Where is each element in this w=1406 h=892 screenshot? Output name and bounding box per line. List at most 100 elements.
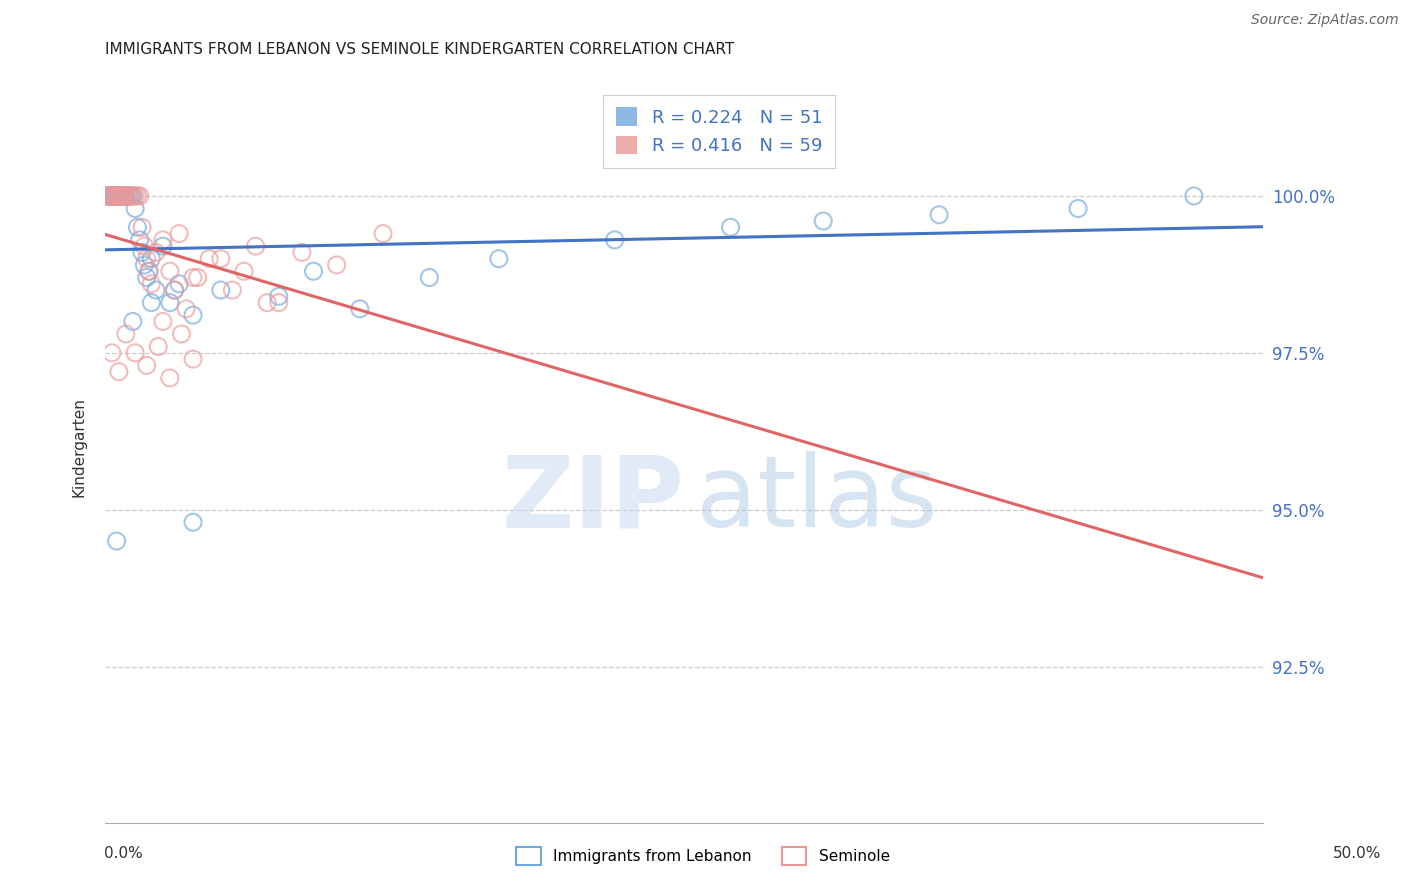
Point — [167, 277, 190, 291]
Point — [97, 189, 120, 203]
Point — [813, 214, 835, 228]
Point — [325, 258, 347, 272]
Point — [371, 227, 394, 241]
Point — [135, 270, 157, 285]
Point — [720, 220, 742, 235]
Point — [1182, 189, 1205, 203]
Point — [167, 227, 190, 241]
Point — [148, 340, 170, 354]
Point — [124, 202, 146, 216]
Point — [108, 189, 131, 203]
Text: 0.0%: 0.0% — [104, 847, 143, 861]
Point — [131, 245, 153, 260]
Point — [100, 189, 122, 203]
Point — [101, 189, 124, 203]
Point — [134, 239, 156, 253]
Point — [141, 277, 163, 291]
Point — [127, 189, 149, 203]
Point — [111, 189, 134, 203]
Point — [159, 264, 181, 278]
Point — [181, 352, 204, 367]
Point — [209, 283, 232, 297]
Point — [115, 189, 138, 203]
Point — [181, 515, 204, 529]
Text: 50.0%: 50.0% — [1333, 847, 1381, 861]
Point — [170, 326, 193, 341]
Point — [103, 189, 125, 203]
Point — [603, 233, 626, 247]
Point — [233, 264, 256, 278]
Point — [117, 189, 139, 203]
Point — [128, 189, 150, 203]
Point — [221, 283, 243, 297]
Point — [121, 189, 143, 203]
Text: ZIP: ZIP — [502, 451, 685, 549]
Point — [121, 189, 143, 203]
Y-axis label: Kindergarten: Kindergarten — [72, 397, 86, 497]
Point — [108, 189, 131, 203]
Point — [112, 189, 135, 203]
Point — [94, 189, 117, 203]
Point — [128, 233, 150, 247]
Point — [100, 189, 122, 203]
Point — [108, 189, 131, 203]
Point — [107, 189, 129, 203]
Point — [291, 245, 314, 260]
Point — [105, 189, 128, 203]
Point — [98, 189, 121, 203]
Text: IMMIGRANTS FROM LEBANON VS SEMINOLE KINDERGARTEN CORRELATION CHART: IMMIGRANTS FROM LEBANON VS SEMINOLE KIND… — [105, 42, 734, 57]
Point — [209, 252, 232, 266]
Point — [107, 189, 129, 203]
Point — [101, 189, 124, 203]
Point — [103, 189, 125, 203]
Point — [117, 189, 139, 203]
Point — [115, 326, 138, 341]
Point — [152, 314, 174, 328]
Point — [138, 264, 160, 278]
Point — [141, 295, 163, 310]
Point — [124, 346, 146, 360]
Legend: R = 0.224   N = 51, R = 0.416   N = 59: R = 0.224 N = 51, R = 0.416 N = 59 — [603, 95, 835, 168]
Point — [110, 189, 132, 203]
Point — [115, 189, 138, 203]
Point — [104, 189, 127, 203]
Point — [267, 289, 290, 303]
Point — [488, 252, 510, 266]
Point — [120, 189, 142, 203]
Point — [256, 295, 278, 310]
Point — [110, 189, 132, 203]
Point — [112, 189, 135, 203]
Text: Source: ZipAtlas.com: Source: ZipAtlas.com — [1251, 13, 1399, 28]
Point — [114, 189, 136, 203]
Point — [159, 295, 181, 310]
Point — [121, 314, 143, 328]
Legend: Immigrants from Lebanon, Seminole: Immigrants from Lebanon, Seminole — [510, 841, 896, 871]
Point — [159, 371, 181, 385]
Point — [141, 252, 163, 266]
Point — [187, 270, 209, 285]
Point — [267, 295, 290, 310]
Point — [302, 264, 325, 278]
Point — [174, 301, 197, 316]
Point — [245, 239, 267, 253]
Point — [131, 220, 153, 235]
Point — [104, 189, 127, 203]
Point — [108, 189, 131, 203]
Point — [105, 189, 128, 203]
Point — [145, 283, 167, 297]
Point — [101, 189, 124, 203]
Point — [105, 534, 128, 549]
Point — [108, 365, 131, 379]
Point — [127, 220, 149, 235]
Point — [181, 308, 204, 322]
Point — [97, 189, 120, 203]
Point — [349, 301, 371, 316]
Point — [96, 189, 118, 203]
Point — [135, 252, 157, 266]
Point — [111, 189, 134, 203]
Point — [96, 189, 118, 203]
Point — [135, 359, 157, 373]
Point — [138, 264, 160, 278]
Point — [124, 189, 146, 203]
Point — [163, 283, 186, 297]
